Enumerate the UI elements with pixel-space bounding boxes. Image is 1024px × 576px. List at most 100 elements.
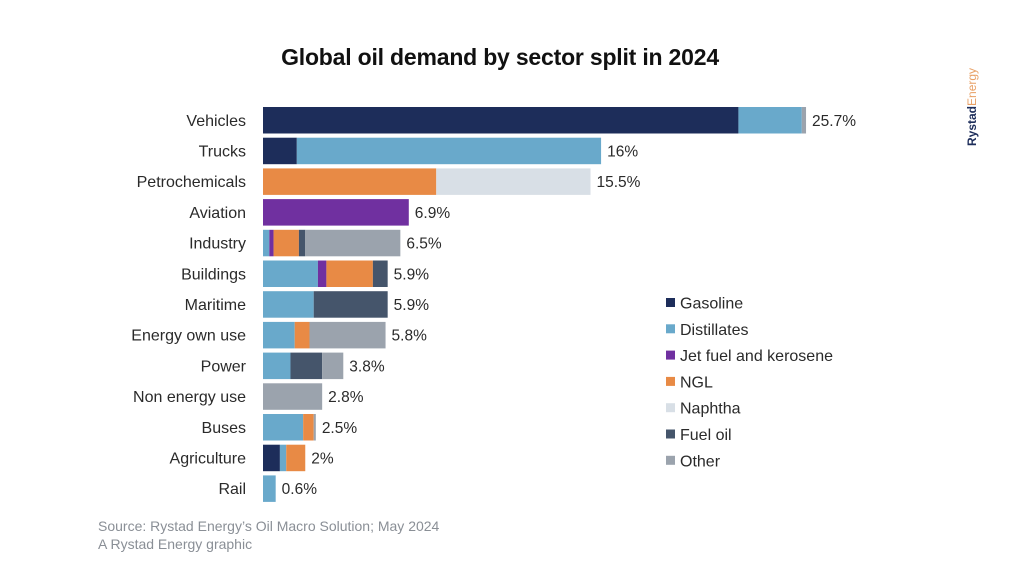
bar-row-petrochemicals [263,168,591,195]
legend-item-gasoline: Gasoline [666,296,743,313]
legend-item-distillates: Distillates [666,322,748,339]
value-label-buildings: 5.9% [394,266,430,283]
bar-row-trucks [263,137,602,165]
value-labels: 25.7% 16% 15.5% 6.9% 6.5% 5.9% 5.9% 5.8% 3.8% 2.8… [282,113,857,498]
category-label-aviation: Aviation [189,205,246,222]
bar-segment-buildings-jet-fuel-and-kerosene [317,260,327,287]
legend-label-ngl: NGL [680,374,713,391]
legend-label-fuel-oil: Fuel oil [680,427,732,444]
legend-item-ngl: NGL [666,374,713,391]
bar-segment-power-other [322,352,344,380]
category-label-energy-own-use: Energy own use [131,328,246,345]
category-label-agriculture: Agriculture [170,450,247,467]
bar-segment-buildings-ngl [326,260,373,287]
value-label-maritime: 5.9% [394,297,430,314]
value-label-buses: 2.5% [322,420,358,437]
bar-segment-buses-ngl [303,414,314,441]
category-label-power: Power [201,358,247,375]
legend-label-naphtha: Naphtha [680,401,741,418]
bar-segment-industry-fuel-oil [298,229,306,257]
value-label-energy-own-use: 5.8% [392,328,428,345]
value-label-aviation: 6.9% [415,205,451,222]
legend-swatch-distillates [666,324,675,334]
bar-segment-energy-own-use-other [309,321,386,349]
bar-row-rail [263,475,276,502]
category-label-industry: Industry [189,236,246,253]
legend-label-jet-fuel-and-kerosene: Jet fuel and kerosene [680,348,833,365]
bar-segment-vehicles-other [801,107,807,134]
bar-row-aviation [263,199,409,226]
bar-segment-energy-own-use-distillates [263,321,295,349]
bar-segment-non-energy-use-other [263,383,323,410]
category-label-vehicles: Vehicles [186,113,246,130]
bar-segment-power-distillates [263,352,291,380]
category-labels: Vehicles Trucks Petrochemicals Aviation Indu… [131,113,246,498]
bar-segment-trucks-gasoline [263,137,297,165]
bar-row-agriculture [263,444,306,472]
bar-row-non-energy-use [263,383,323,410]
bar-row-energy-own-use [263,321,386,349]
credit-note: A Rystad Energy graphic [98,536,253,552]
bar-segment-buses-distillates [263,414,304,441]
brand-logo-part1: Rystad [965,106,979,146]
bar-segment-petrochemicals-ngl [263,168,437,195]
category-label-maritime: Maritime [185,297,246,314]
brand-logo-part2: Energy [965,68,979,106]
bar-segment-vehicles-gasoline [263,107,739,134]
bar-segment-agriculture-ngl [286,444,306,472]
legend-swatch-jet-fuel-and-kerosene [666,350,675,360]
bar-row-vehicles [263,107,807,134]
category-label-buildings: Buildings [181,266,246,283]
bar-segment-vehicles-distillates [738,107,802,134]
category-label-buses: Buses [202,420,246,437]
footer: Source: Rystad Energy’s Oil Macro Soluti… [98,517,439,553]
bar-segment-buses-other [313,414,316,441]
legend-item-other: Other [666,453,721,470]
category-label-rail: Rail [218,481,246,498]
legend-label-distillates: Distillates [680,322,748,339]
legend-item-jet-fuel-and-kerosene: Jet fuel and kerosene [666,348,833,365]
legend-swatch-ngl [666,376,675,386]
value-label-petrochemicals: 15.5% [597,174,641,191]
source-note: Source: Rystad Energy’s Oil Macro Soluti… [98,518,440,534]
value-label-non-energy-use: 2.8% [328,389,364,406]
legend-swatch-other [666,455,675,465]
bar-segment-agriculture-gasoline [263,444,280,472]
bar-segment-industry-jet-fuel-and-kerosene [269,229,274,257]
bar-row-buildings [263,260,388,287]
svg-text:RystadEnergy: RystadEnergy [965,68,979,146]
bars-group [263,107,807,502]
bar-row-industry [263,229,401,257]
bar-segment-agriculture-distillates [279,444,287,472]
bar-segment-rail-distillates [263,475,276,502]
value-label-agriculture: 2% [311,450,334,467]
bar-segment-maritime-distillates [263,291,314,318]
bar-segment-industry-other [305,229,401,257]
value-label-industry: 6.5% [406,236,442,253]
value-label-trucks: 16% [607,143,638,160]
value-label-power: 3.8% [349,358,385,375]
category-label-petrochemicals: Petrochemicals [137,174,246,191]
bar-segment-aviation-jet-fuel-and-kerosene [263,199,409,226]
legend-item-naphtha: Naphtha [666,401,741,418]
legend: Gasoline Distillates Jet fuel and kerosene… [666,296,833,470]
bar-segment-industry-distillates [263,229,270,257]
value-label-vehicles: 25.7% [812,113,856,130]
category-label-non-energy-use: Non energy use [133,389,246,406]
legend-item-fuel-oil: Fuel oil [666,427,732,444]
bar-segment-buildings-distillates [263,260,318,287]
bar-row-maritime [263,291,388,318]
bar-segment-maritime-fuel-oil [313,291,388,318]
legend-swatch-fuel-oil [666,429,675,439]
bar-segment-power-fuel-oil [290,352,323,380]
bar-row-buses [263,414,316,441]
brand-logo: RystadEnergy [965,68,979,146]
legend-swatch-naphtha [666,403,675,413]
legend-label-gasoline: Gasoline [680,296,743,313]
bar-segment-energy-own-use-ngl [294,321,310,349]
category-label-trucks: Trucks [199,143,246,160]
chart-title: Global oil demand by sector split in 202… [281,44,719,70]
legend-label-other: Other [680,453,721,470]
bar-row-power [263,352,344,380]
